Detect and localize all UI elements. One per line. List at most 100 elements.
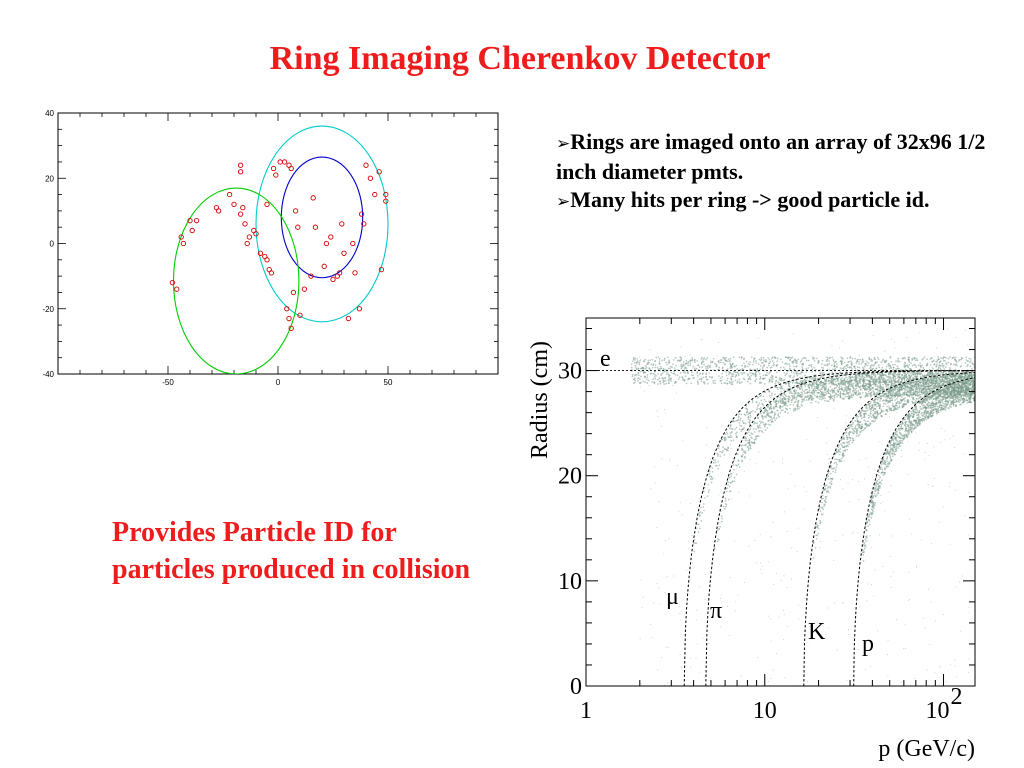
noise-point <box>661 458 663 460</box>
noise-point <box>928 588 930 590</box>
band-point <box>804 385 807 387</box>
noise-point <box>767 681 769 683</box>
band-point <box>719 525 721 528</box>
band-point <box>850 360 852 362</box>
band-point <box>696 523 698 526</box>
band-point <box>706 382 709 385</box>
band-point <box>658 363 661 365</box>
band-point <box>913 391 915 394</box>
band-point <box>742 422 745 424</box>
band-point <box>791 394 793 397</box>
band-point <box>925 364 928 367</box>
band-point <box>739 419 742 422</box>
band-point <box>834 380 837 383</box>
band-point <box>700 358 703 360</box>
band-point <box>806 392 809 395</box>
band-point <box>840 386 843 389</box>
band-point <box>646 376 649 378</box>
band-point <box>763 415 766 418</box>
noise-point <box>679 653 681 655</box>
hit-point <box>339 221 345 227</box>
band-point <box>700 506 702 509</box>
band-point <box>756 369 759 372</box>
noise-point <box>802 641 804 643</box>
band-point <box>702 372 704 374</box>
band-point <box>678 359 681 362</box>
band-point <box>971 368 973 370</box>
band-point <box>785 382 788 385</box>
band-point <box>876 356 879 359</box>
band-point <box>699 511 702 513</box>
hit-point <box>189 227 195 234</box>
noise-point <box>783 614 785 616</box>
band-point <box>648 367 651 370</box>
band-point <box>658 358 661 360</box>
band-point <box>789 403 792 406</box>
noise-point <box>821 371 823 373</box>
band-point <box>763 425 766 428</box>
noise-point <box>827 463 829 465</box>
band-point <box>684 371 687 374</box>
band-point <box>689 364 692 367</box>
band-point <box>831 380 833 383</box>
band-point <box>867 361 870 364</box>
band-point <box>745 405 748 407</box>
highlight-text: Provides Particle ID for particles produ… <box>112 517 471 585</box>
band-point <box>751 399 754 402</box>
band-point <box>767 419 770 422</box>
band-point <box>768 408 771 410</box>
noise-point <box>859 459 861 461</box>
band-point <box>922 366 925 369</box>
band-point <box>702 358 705 361</box>
band-point <box>664 368 667 371</box>
noise-point <box>861 408 863 410</box>
band-point <box>857 392 860 395</box>
band-point <box>874 383 877 386</box>
band-point <box>731 375 733 378</box>
band-point <box>888 367 891 370</box>
noise-point <box>651 636 653 638</box>
noise-point <box>744 581 746 583</box>
band-point <box>885 374 887 377</box>
band-point <box>646 374 649 376</box>
band-point <box>796 360 798 363</box>
band-point <box>859 358 861 361</box>
hit-point <box>352 270 358 276</box>
band-point <box>749 382 752 385</box>
noise-point <box>908 571 910 573</box>
noise-point <box>807 680 809 682</box>
band-point <box>870 373 873 376</box>
band-point <box>657 373 660 375</box>
band-point <box>789 390 792 393</box>
band-point <box>749 416 752 418</box>
band-point <box>870 401 872 403</box>
band-point <box>698 378 701 381</box>
band-point <box>904 362 907 365</box>
band-point <box>711 470 714 473</box>
band-point <box>897 391 899 393</box>
band-point <box>814 547 817 549</box>
noise-point <box>945 681 947 683</box>
band-point <box>805 368 808 370</box>
band-point <box>923 356 926 359</box>
band-point <box>657 383 659 385</box>
band-point <box>767 414 769 417</box>
hit-point <box>268 270 275 276</box>
band-point <box>860 415 862 417</box>
band-point <box>746 439 748 442</box>
band-point <box>965 356 968 359</box>
band-point <box>698 515 701 518</box>
noise-point <box>805 491 807 493</box>
band-point <box>851 363 853 366</box>
noise-point <box>842 602 844 604</box>
noise-point <box>882 565 884 567</box>
band-point <box>890 376 892 379</box>
band-point <box>857 380 860 382</box>
band-point <box>811 368 814 371</box>
band-point <box>754 373 756 376</box>
band-point <box>683 368 686 370</box>
noise-point <box>915 432 917 434</box>
noise-point <box>828 458 830 460</box>
noise-point <box>657 415 659 417</box>
noise-point <box>770 677 772 679</box>
